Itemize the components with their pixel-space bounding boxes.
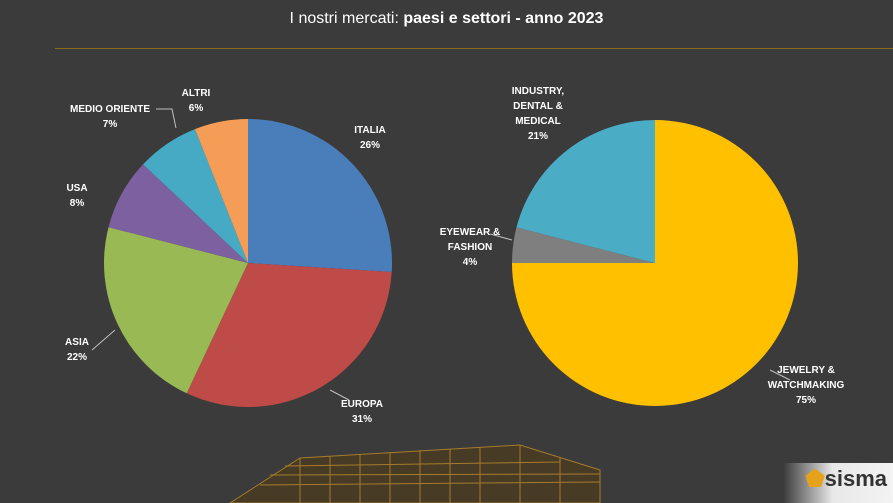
slice-percent-label: 7% [103, 119, 118, 130]
slice-category-label: USA [66, 183, 87, 194]
brand-logo-background [783, 463, 893, 503]
pie-slice-medio-oriente [143, 129, 248, 263]
pie-slice-industry-dental-medical [516, 120, 655, 263]
slice-category-label: ASIA [65, 337, 89, 348]
slice-percent-label: 21% [528, 131, 548, 142]
pie-slice-italia [248, 119, 392, 273]
label-leader-line [91, 329, 116, 351]
brand-mark-icon: ⬟ [805, 466, 825, 491]
brand-name: sisma [824, 466, 887, 491]
pie-slice-altri [194, 119, 248, 263]
label-leader-line [489, 233, 513, 241]
slice-percent-label: 4% [463, 257, 478, 268]
slice-percent-label: 8% [70, 198, 85, 209]
slice-category-label: FASHION [448, 242, 492, 253]
chart-title: I nostri mercati: paesi e settori - anno… [0, 10, 893, 28]
label-leader-line [769, 369, 791, 381]
slice-category-label: ALTRI [182, 88, 211, 99]
slice-percent-label: 6% [189, 103, 204, 114]
pie-slice-europa [186, 263, 392, 408]
slice-category-label: EYEWEAR & [440, 227, 501, 238]
slice-percent-label: 75% [796, 395, 816, 406]
slice-category-label: MEDICAL [515, 116, 561, 127]
title-prefix: I nostri mercati: [289, 10, 404, 27]
slice-category-label: EUROPA [341, 399, 383, 410]
pie-slice-eyewear-fashion [512, 227, 655, 263]
pie-slice-usa [108, 164, 249, 263]
building-illustration [229, 444, 601, 503]
slice-percent-label: 31% [352, 414, 372, 425]
slice-percent-label: 22% [67, 352, 87, 363]
slice-category-label: WATCHMAKING [768, 380, 845, 391]
label-leader-line [329, 389, 350, 401]
pie-slice-asia [104, 227, 248, 394]
slice-category-label: MEDIO ORIENTE [70, 104, 150, 115]
label-leader-line [156, 108, 177, 129]
brand-logo: ⬟sisma [805, 466, 887, 492]
slice-percent-label: 26% [360, 140, 380, 151]
slice-category-label: DENTAL & [513, 101, 563, 112]
title-divider [55, 48, 893, 49]
title-bold: paesi e settori - anno 2023 [403, 10, 604, 27]
slice-category-label: ITALIA [354, 125, 385, 136]
slice-category-label: JEWELRY & [777, 365, 835, 376]
slice-category-label: INDUSTRY, [512, 86, 565, 97]
